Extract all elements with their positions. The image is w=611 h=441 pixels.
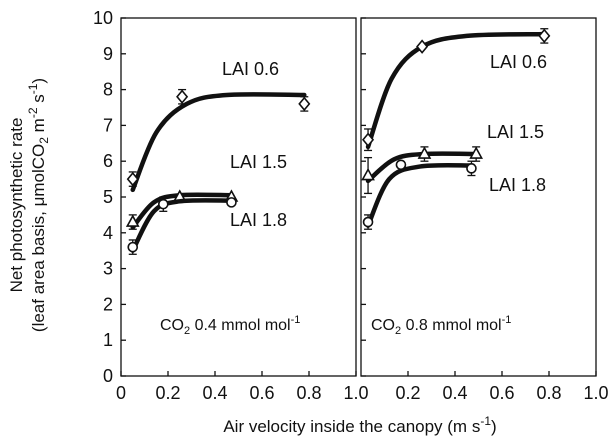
x-tick-label: 0.2 bbox=[155, 383, 180, 403]
plot-layer: 0 1 2 3 4 5 6 7 8 9 10 0 0.2 0.4 0.6 0.8 1.0 LAI 0.6 LAI 1… bbox=[93, 8, 609, 403]
y-axis-title-line2: (leaf area basis, μmolCO2 m-2 s-1) bbox=[26, 78, 51, 332]
panel-2: 0.2 0.4 0.6 0.8 1.0 LAI 0.6 LAI 1.5 LAI 1.8 CO2 … bbox=[360, 17, 609, 403]
y-tick-label: 0 bbox=[103, 366, 113, 386]
y-tick-label: 4 bbox=[103, 223, 113, 243]
triangle-marker bbox=[125, 214, 140, 227]
series-label: LAI 1.5 bbox=[230, 152, 287, 172]
series-label: LAI 1.8 bbox=[489, 175, 546, 195]
x-tick-label: 1.0 bbox=[583, 383, 608, 403]
triangle-marker bbox=[469, 146, 484, 159]
circle-marker bbox=[226, 197, 237, 208]
x-tick-label: 0 bbox=[116, 383, 126, 403]
y-tick-label: 1 bbox=[103, 330, 113, 350]
circle-marker bbox=[466, 163, 477, 174]
diamond-marker bbox=[298, 96, 311, 112]
diamond-marker bbox=[176, 89, 189, 105]
x-tick-label: 0.8 bbox=[296, 383, 321, 403]
y-tick-label: 8 bbox=[103, 80, 113, 100]
series-label: LAI 0.6 bbox=[222, 59, 279, 79]
triangle-marker bbox=[417, 146, 432, 159]
diamond-marker bbox=[416, 39, 429, 54]
y-axis-title-line1: Net photosynthetic rate bbox=[7, 118, 26, 293]
x-tick-label: 0.6 bbox=[489, 383, 514, 403]
y-tick-label: 9 bbox=[103, 44, 113, 64]
y-tick-label: 2 bbox=[103, 294, 113, 314]
y-tick-label: 5 bbox=[103, 187, 113, 207]
y-tick-label: 6 bbox=[103, 151, 113, 171]
diamond-marker bbox=[538, 28, 551, 44]
x-tick-label: 0.6 bbox=[249, 383, 274, 403]
y-tick-label: 7 bbox=[103, 115, 113, 135]
x-tick-label: 1.0 bbox=[343, 383, 368, 403]
circle-marker bbox=[395, 159, 407, 171]
condition-label: CO2 0.4 mmol mol-1 bbox=[160, 314, 300, 337]
triangle-marker bbox=[361, 167, 375, 181]
circle-marker bbox=[362, 216, 374, 228]
x-tick-label: 0.8 bbox=[536, 383, 561, 403]
x-tick-label: 0.2 bbox=[395, 383, 420, 403]
y-tick-label: 10 bbox=[93, 8, 113, 28]
fit-curve-circle bbox=[365, 163, 474, 228]
circle-marker bbox=[127, 241, 139, 253]
diamond-marker bbox=[362, 132, 375, 147]
series-label: LAI 1.8 bbox=[230, 210, 287, 230]
series-label: LAI 1.5 bbox=[487, 122, 544, 142]
x-tick-label: 0.4 bbox=[442, 383, 467, 403]
fit-curve-diamond bbox=[130, 92, 307, 193]
diamond-marker bbox=[126, 171, 139, 187]
condition-label: CO2 0.8 mmol mol-1 bbox=[371, 314, 511, 337]
y-tick-label: 3 bbox=[103, 259, 113, 279]
y-axis-title: Net photosynthetic rate (leaf area basis… bbox=[7, 78, 51, 332]
x-axis-title: Air velocity inside the canopy (m s-1) bbox=[223, 414, 496, 436]
panel-1: 0 1 2 3 4 5 6 7 8 9 10 0 0.2 0.4 0.6 0.8 1.0 LAI 0.6 LAI 1… bbox=[93, 8, 369, 403]
fit-curve-triangle bbox=[365, 151, 479, 184]
x-tick-label: 0.4 bbox=[202, 383, 227, 403]
circle-marker bbox=[158, 198, 169, 210]
series-label: LAI 0.6 bbox=[490, 52, 547, 72]
